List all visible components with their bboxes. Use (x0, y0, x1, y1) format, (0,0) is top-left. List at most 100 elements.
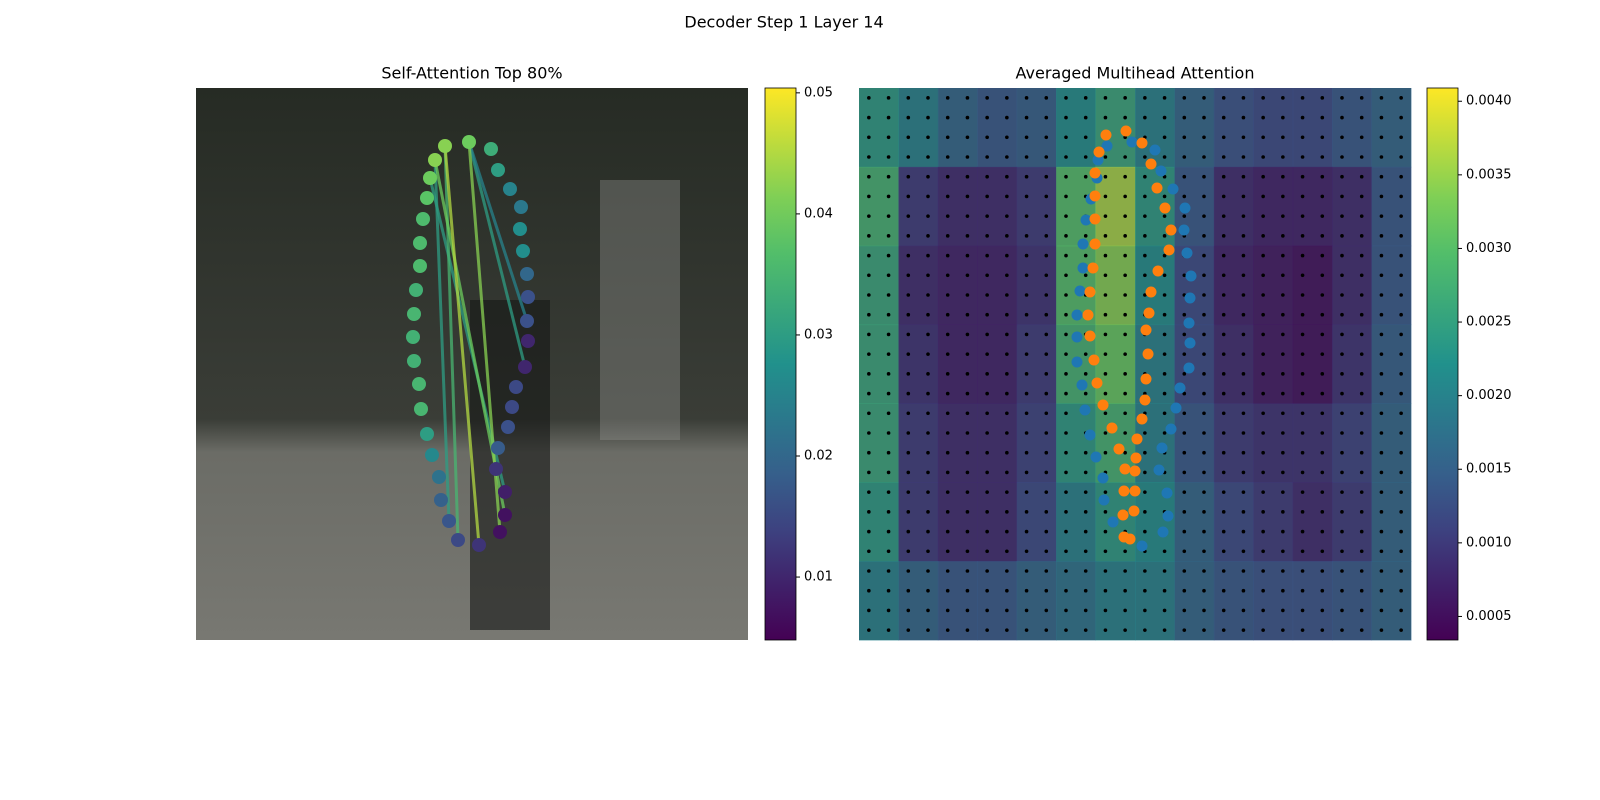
point (1079, 404, 1091, 416)
heatmap-cell (1095, 561, 1136, 641)
grid-dot (1182, 588, 1187, 593)
heatmap-cell (937, 88, 978, 168)
grid-dot (1064, 490, 1068, 494)
grid-dot (886, 431, 891, 435)
heatmap-cell (1056, 482, 1097, 562)
point (1119, 463, 1131, 475)
grid-dot (906, 115, 911, 120)
grid-dot (1024, 234, 1029, 238)
grid-dot (1044, 312, 1049, 317)
grid-dot (867, 135, 871, 140)
grid-dot (1379, 628, 1384, 632)
grid-dot (926, 372, 930, 376)
heatmap-cell (1371, 403, 1412, 483)
grid-dot (926, 312, 930, 317)
grid-dot (926, 174, 930, 179)
grid-dot (1162, 115, 1167, 120)
heatmap-cell (1371, 482, 1412, 562)
point (1097, 399, 1109, 411)
grid-dot (1143, 194, 1147, 199)
grid-dot (1123, 391, 1127, 396)
grid-dot (1143, 234, 1147, 238)
grid-dot (1162, 569, 1167, 573)
grid-dot (1044, 490, 1049, 494)
grid-dot (1359, 628, 1364, 632)
grid-dot (1359, 470, 1364, 475)
grid-dot (1064, 470, 1068, 475)
grid-dot (906, 431, 911, 435)
heatmap-cell (1135, 324, 1175, 404)
grid-dot (965, 569, 970, 573)
grid-dot (1083, 490, 1088, 494)
point (513, 222, 527, 236)
grid-dot (1024, 569, 1029, 573)
grid-dot (1182, 135, 1187, 140)
grid-dot (1379, 96, 1384, 100)
grid-dot (1044, 214, 1049, 218)
grid-dot (906, 569, 911, 573)
grid-dot (1241, 273, 1246, 278)
grid-dot (1340, 174, 1344, 179)
grid-dot (1044, 470, 1049, 475)
grid-dot (1182, 214, 1187, 218)
grid-dot (1221, 569, 1226, 573)
grid-dot (1340, 569, 1344, 573)
grid-dot (1300, 155, 1305, 159)
grid-dot (985, 312, 989, 317)
grid-dot (1044, 628, 1049, 632)
grid-dot (1103, 174, 1108, 179)
grid-dot (867, 588, 871, 593)
grid-dot (926, 273, 930, 278)
grid-dot (1103, 352, 1108, 356)
grid-dot (906, 155, 911, 159)
grid-dot (1399, 253, 1403, 258)
grid-dot (1024, 549, 1029, 554)
grid-dot (906, 135, 911, 140)
grid-dot (906, 470, 911, 475)
point (1093, 146, 1105, 158)
heatmap-cell (859, 166, 899, 247)
point (1163, 244, 1175, 256)
grid-dot (1320, 490, 1325, 494)
heatmap-cell (1332, 403, 1373, 483)
grid-dot (1162, 273, 1167, 278)
heatmap-cell (898, 88, 939, 168)
grid-dot (1044, 549, 1049, 554)
heatmap-cell (898, 245, 939, 326)
grid-dot (1261, 529, 1265, 534)
grid-dot (1359, 391, 1364, 396)
point (1087, 262, 1099, 274)
grid-dot (1340, 372, 1344, 376)
point (493, 525, 507, 539)
grid-dot (1241, 608, 1246, 613)
point (1179, 202, 1191, 214)
grid-dot (1143, 510, 1147, 514)
grid-dot (867, 115, 871, 120)
point (1129, 465, 1141, 477)
point (1161, 487, 1173, 499)
grid-dot (1202, 155, 1206, 159)
point (407, 354, 421, 368)
grid-dot (1064, 529, 1068, 534)
grid-dot (1320, 411, 1325, 416)
grid-dot (1123, 411, 1127, 416)
grid-dot (1083, 569, 1088, 573)
grid-dot (1261, 490, 1265, 494)
grid-dot (1044, 608, 1049, 613)
grid-dot (1300, 450, 1305, 455)
grid-dot (1123, 115, 1127, 120)
point (413, 236, 427, 250)
grid-dot (1241, 332, 1246, 337)
grid-dot (1202, 332, 1206, 337)
colorbar-tick-label: 0.0010 (1466, 535, 1512, 550)
grid-dot (1044, 293, 1049, 297)
point (1139, 394, 1151, 406)
grid-dot (1044, 332, 1049, 337)
grid-dot (945, 293, 950, 297)
grid-dot (1005, 135, 1009, 140)
grid-dot (1281, 135, 1285, 140)
point (407, 307, 421, 321)
heatmap-cell (1056, 166, 1097, 247)
grid-dot (965, 529, 970, 534)
grid-dot (1241, 391, 1246, 396)
